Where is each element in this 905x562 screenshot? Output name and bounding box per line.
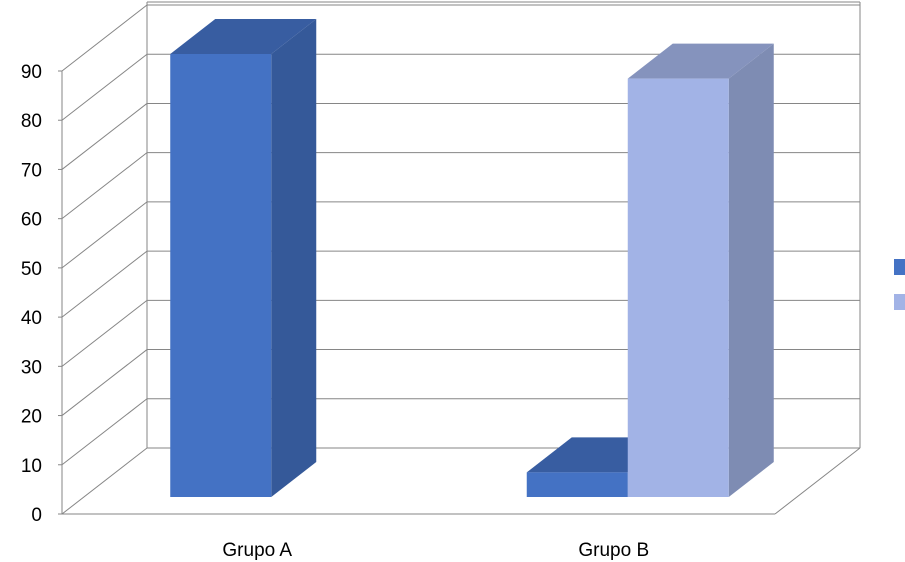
side-wall-gridline xyxy=(61,152,148,220)
y-axis-tick-label: 40 xyxy=(21,308,42,329)
x-axis-tick-label: Grupo A xyxy=(222,540,292,561)
side-wall-gridline xyxy=(61,201,148,269)
side-wall-gridline xyxy=(61,398,148,466)
x-axis-tick-labels: Grupo A Grupo B xyxy=(222,540,649,561)
y-axis-tick-label: 30 xyxy=(21,357,42,378)
side-wall-gridline xyxy=(61,447,148,515)
side-wall-gridline xyxy=(61,53,148,121)
side-wall-gridline xyxy=(61,103,148,170)
side-wall-gridline xyxy=(61,349,148,416)
y-axis-tick-label: 50 xyxy=(21,259,42,280)
y-axis-tick-label: 70 xyxy=(21,160,42,181)
bar-2-2 xyxy=(627,43,774,497)
legend-swatch-1 xyxy=(894,259,905,275)
side-wall-gridline xyxy=(61,299,148,367)
chart-walls xyxy=(62,1,861,515)
bars xyxy=(170,19,774,497)
side-wall-gridline xyxy=(61,250,148,318)
bar-front-face xyxy=(526,472,628,497)
bar-front-face xyxy=(170,54,272,497)
bar-top-face xyxy=(627,43,774,79)
bar-front-face xyxy=(627,78,729,497)
y-axis-tick-labels: 0 10 20 30 40 50 60 70 80 90 xyxy=(21,62,42,526)
bar-side-face xyxy=(271,19,317,497)
side-wall-gridline xyxy=(61,4,148,72)
floor-right-edge xyxy=(774,447,861,515)
y-axis-tick-label: 90 xyxy=(21,62,42,83)
bar-top-face xyxy=(170,19,317,54)
y-axis-tick-label: 0 xyxy=(31,505,42,526)
bar-1-1 xyxy=(170,19,317,497)
y-axis-tick-label: 60 xyxy=(21,210,42,231)
bar-side-face xyxy=(728,43,774,497)
legend-swatch-2 xyxy=(894,294,905,310)
y-axis-tick-label: 10 xyxy=(21,456,42,477)
y-axis-tick-label: 80 xyxy=(21,111,42,132)
y-axis-tick-label: 20 xyxy=(21,407,42,428)
x-axis-tick-label: Grupo B xyxy=(578,540,649,561)
